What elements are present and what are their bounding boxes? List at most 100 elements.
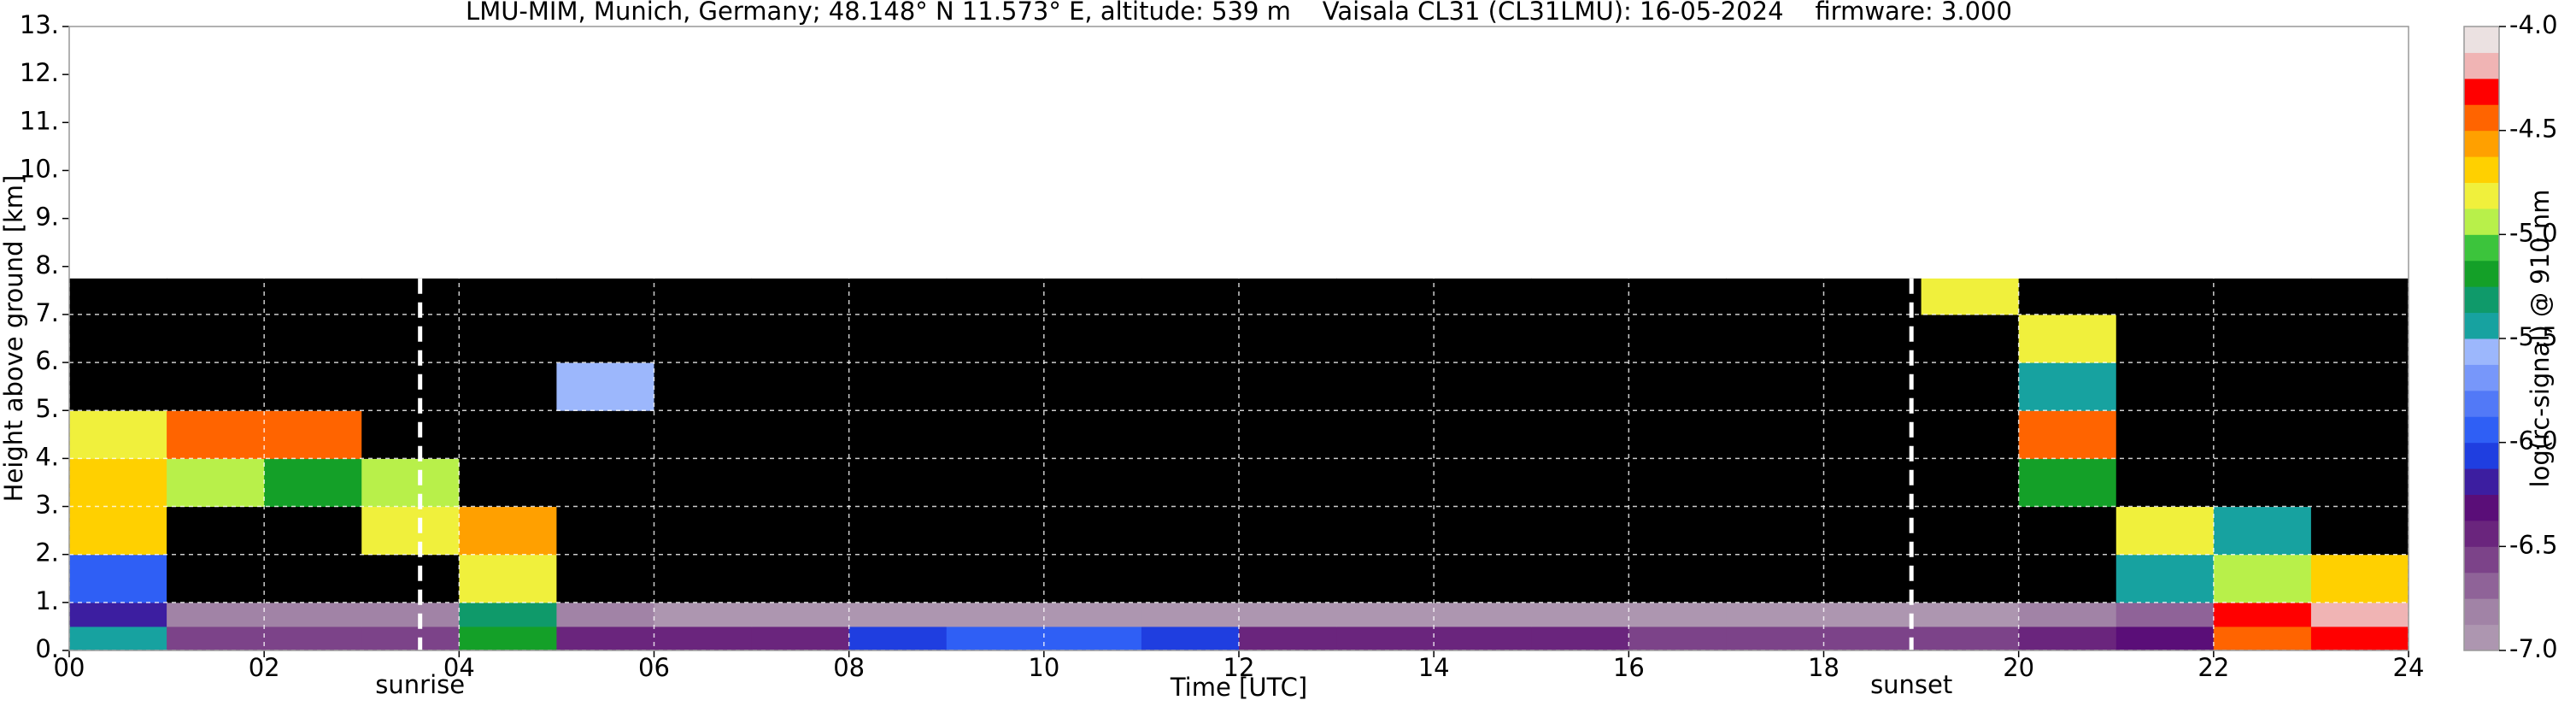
x-tick-label: 18 [1808, 653, 1840, 682]
x-tick-label: 12 [1223, 653, 1255, 682]
chart-title: LMU-MIM, Munich, Germany; 48.148° N 11.5… [466, 0, 2012, 26]
heatmap-cell [751, 506, 850, 556]
heatmap-cell [2018, 278, 2117, 315]
heatmap-cell [1239, 362, 1337, 411]
heatmap-cell [264, 314, 362, 363]
y-tick-label: 6. [35, 346, 59, 375]
x-tick-label: 24 [2393, 653, 2425, 682]
heatmap-cell [2213, 602, 2312, 627]
heatmap-cell [1726, 506, 1824, 556]
y-axis-label: Height above ground [km] [0, 175, 28, 503]
heatmap-cell [1921, 278, 2020, 315]
colorbar-label: log(rc-signal) @ 910 nm [2526, 190, 2555, 488]
heatmap-cell [2115, 458, 2215, 508]
heatmap-cell [1921, 362, 2020, 411]
heatmap-cell [264, 362, 362, 411]
heatmap-cell [1239, 506, 1337, 556]
plot-frame [68, 26, 2409, 651]
colorbar-swatch [2464, 338, 2499, 365]
heatmap-cell [1823, 506, 1922, 556]
heatmap-cell [2213, 554, 2312, 603]
heatmap-cell [556, 458, 654, 508]
heatmap-cell [1336, 314, 1435, 363]
heatmap-cell [1823, 362, 1922, 411]
heatmap-cell [1921, 410, 2020, 459]
heatmap-cell [751, 626, 850, 651]
heatmap-cell [1043, 602, 1142, 627]
heatmap-cell [1726, 554, 1824, 603]
heatmap-cell [1434, 458, 1532, 508]
heatmap-cell [751, 458, 850, 508]
heatmap-cell [1628, 458, 1727, 508]
heatmap-cell [751, 410, 850, 459]
heatmap-cell [1336, 506, 1435, 556]
heatmap-cell [167, 626, 265, 651]
heatmap-cell [1336, 602, 1435, 627]
heatmap-cell [1141, 626, 1240, 651]
heatmap-cell [1531, 362, 1629, 411]
heatmap-cell [2115, 410, 2215, 459]
heatmap-cell [556, 602, 654, 627]
heatmap-cell [654, 554, 753, 603]
heatmap-cell [2213, 458, 2312, 508]
heatmap-cell [459, 602, 557, 627]
heatmap-cell [1628, 314, 1727, 363]
heatmap-cell [654, 278, 753, 315]
colorbar-swatch [2464, 26, 2499, 53]
y-tick-label: 9. [35, 203, 59, 232]
x-tick-label: 14 [1418, 653, 1450, 682]
colorbar-swatch [2464, 442, 2499, 469]
heatmap-cell [848, 410, 948, 459]
heatmap-cell [1141, 410, 1240, 459]
colorbar-swatch [2464, 390, 2499, 417]
heatmap-cell [654, 458, 753, 508]
heatmap-cell [2310, 554, 2409, 603]
heatmap-cell [2213, 314, 2312, 363]
heatmap-cell [2018, 458, 2117, 508]
heatmap-cell [2115, 602, 2215, 627]
colorbar-swatch [2464, 156, 2499, 183]
heatmap-cell [167, 602, 265, 627]
heatmap-cell [2310, 626, 2409, 651]
heatmap-cell [264, 506, 362, 556]
heatmap-cell [1043, 362, 1142, 411]
colorbar-tick-label: -7.0 [2509, 634, 2558, 663]
heatmap-cell [1823, 278, 1922, 315]
heatmap-cell [264, 626, 362, 651]
colorbar-swatch [2464, 364, 2499, 391]
heatmap-cell [1239, 278, 1337, 315]
x-tick-label: 02 [249, 653, 280, 682]
heatmap-cell [361, 554, 460, 603]
heatmap-cell [946, 626, 1045, 651]
x-tick-label: 00 [54, 653, 85, 682]
heatmap-cell [751, 314, 850, 363]
heatmap-cell [1823, 554, 1922, 603]
heatmap-cell [1239, 410, 1337, 459]
heatmap-cell [1628, 278, 1727, 315]
heatmap-cell [848, 554, 948, 603]
heatmap-cell [1434, 410, 1532, 459]
heatmap-cell [459, 314, 557, 363]
heatmap-cell [361, 314, 460, 363]
heatmap-cell [1336, 410, 1435, 459]
heatmap-cell [167, 314, 265, 363]
colorbar-swatch [2464, 130, 2499, 157]
heatmap-cell [2018, 314, 2117, 363]
heatmap-cell [2310, 278, 2409, 315]
heatmap-cell [2115, 278, 2215, 315]
y-tick-label: 0. [35, 634, 59, 663]
heatmap-cell [1043, 410, 1142, 459]
y-tick-label: 8. [35, 250, 59, 279]
heatmap-cell [1628, 362, 1727, 411]
heatmap-cell [1726, 314, 1824, 363]
heatmap-cell [361, 602, 460, 627]
x-tick-label: 20 [2003, 653, 2034, 682]
heatmap-cell [1043, 506, 1142, 556]
y-tick-label: 4. [35, 442, 59, 471]
heatmap-cell [1921, 626, 2020, 651]
heatmap-cell [1239, 458, 1337, 508]
y-tick-label: 13. [20, 10, 59, 39]
heatmap-cell [848, 314, 948, 363]
heatmap-cell [361, 506, 460, 556]
